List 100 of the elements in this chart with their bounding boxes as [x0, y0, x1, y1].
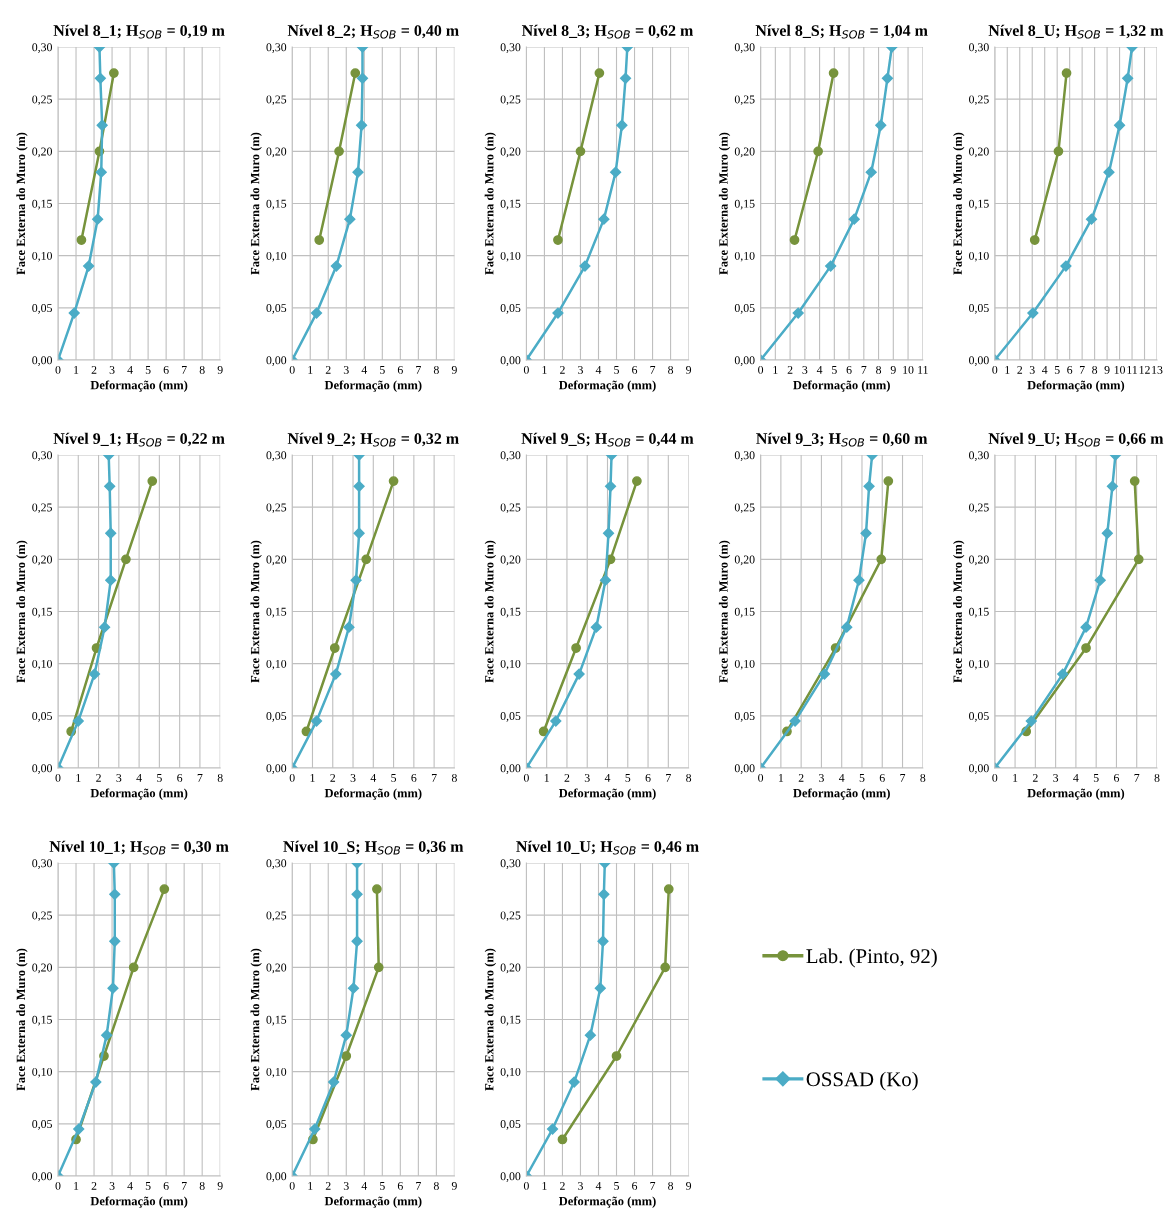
x-tick-label: 1: [773, 365, 778, 374]
y-tick-label: 0,25: [266, 95, 287, 106]
x-tick-label: 1: [74, 1181, 79, 1190]
x-tick-label: 0: [523, 773, 529, 782]
y-tick-label: 0,10: [734, 659, 755, 670]
y-tick-label: 0,30: [32, 859, 52, 869]
x-tick-label: 2: [1032, 773, 1038, 782]
x-tick-label: 2: [564, 773, 570, 782]
x-tick-label: 5: [157, 774, 162, 782]
chart-title: Nível 8_3; H$_{SOB}$ = 0,62 m: [521, 24, 694, 39]
x-tick-label: 2: [798, 773, 804, 782]
y-tick-label: 0,25: [500, 95, 521, 106]
y-tick-label: 0,25: [734, 503, 755, 514]
x-tick-label: 8: [876, 365, 882, 374]
chart-title: Nível 9_2; H$_{SOB}$ = 0,32 m: [287, 432, 459, 447]
y-tick-label: 0,25: [969, 503, 989, 514]
y-tick-label: 0,05: [500, 712, 521, 722]
x-axis-title: Deformação (mm): [324, 788, 422, 800]
y-tick-label: 0,30: [32, 451, 52, 461]
y-tick-label: 0,30: [969, 43, 989, 53]
y-tick-label: 0,30: [266, 451, 287, 461]
x-tick-label: 6: [1067, 365, 1073, 374]
x-tick-label: 6: [879, 773, 885, 782]
y-tick-label: 0,30: [734, 451, 755, 461]
y-tick-label: 0,20: [32, 555, 52, 566]
x-tick-label: 6: [1114, 773, 1120, 782]
x-tick-label: 5: [380, 1182, 385, 1190]
y-tick-label: 0,15: [969, 199, 989, 210]
y-tick-label: 0,10: [32, 659, 52, 670]
y-tick-label: 0,20: [734, 147, 755, 158]
y-tick-label: 0,10: [734, 251, 755, 262]
x-tick-label: 0: [758, 773, 764, 782]
x-tick-label: 4: [361, 365, 368, 374]
y-axis-title: Face Externa do Muro (m): [16, 540, 28, 683]
y-tick-label: 0,05: [32, 304, 52, 314]
y-tick-label: 0,10: [500, 659, 521, 670]
y-tick-label: 0,15: [266, 1015, 287, 1026]
x-tick-label: 7: [197, 774, 203, 782]
y-tick-label: 0,10: [32, 251, 52, 262]
x-tick-label: 1: [308, 365, 313, 374]
x-tick-label: 8: [668, 365, 674, 374]
y-tick-label: 0,15: [32, 1015, 52, 1026]
y-tick-label: 0,20: [266, 147, 287, 158]
x-tick-label: 4: [1073, 773, 1079, 782]
x-tick-label: 7: [1079, 366, 1085, 374]
y-axis-title: Face Externa do Muro (m): [250, 948, 262, 1091]
x-tick-label: 6: [632, 365, 638, 374]
chart-title: Nível 10_1; H$_{SOB}$ = 0,30 m: [49, 840, 229, 855]
x-tick-label: 2: [325, 1181, 331, 1190]
x-tick-label: 0: [523, 365, 529, 374]
x-tick-label: 7: [861, 366, 867, 374]
y-tick-label: 0,05: [266, 304, 287, 314]
x-tick-label: 3: [584, 773, 590, 782]
x-tick-label: 2: [91, 365, 97, 374]
y-axis-title: Face Externa do Muro (m): [484, 948, 497, 1091]
x-tick-label: 6: [397, 1181, 403, 1190]
x-tick-label: 1: [1005, 365, 1010, 374]
chart-title: Nível 8_U; H$_{SOB}$ = 1,32 m: [988, 24, 1164, 39]
x-tick-label: 2: [787, 365, 793, 374]
y-tick-label: 0,05: [266, 712, 287, 722]
chart-title: Nível 10_S; H$_{SOB}$ = 0,36 m: [283, 840, 464, 855]
y-axis-title: Face Externa do Muro (m): [484, 540, 497, 683]
x-tick-label: 0: [289, 365, 295, 374]
x-tick-label: 12: [1139, 365, 1150, 374]
x-tick-label: 4: [127, 365, 133, 374]
y-axis-title: Face Externa do Muro (m): [953, 540, 965, 683]
x-tick-label: 9: [1104, 365, 1110, 374]
y-tick-label: 0,25: [266, 911, 287, 922]
y-tick-label: 0,30: [500, 451, 521, 461]
x-tick-label: 4: [595, 365, 602, 374]
x-tick-label: 3: [1029, 365, 1035, 374]
x-tick-label: 7: [416, 366, 421, 374]
x-axis-title: Deformação (mm): [1027, 380, 1125, 392]
x-tick-label: 6: [177, 773, 183, 782]
x-tick-label: 3: [109, 365, 115, 374]
x-tick-label: 9: [217, 365, 223, 374]
x-tick-label: 8: [199, 365, 205, 374]
x-tick-label: 8: [1092, 365, 1098, 374]
x-tick-label: 5: [1054, 366, 1060, 374]
x-tick-label: 9: [217, 1181, 223, 1190]
x-tick-label: 5: [145, 366, 151, 374]
y-tick-label: 0,00: [500, 356, 521, 366]
y-tick-label: 0,20: [734, 555, 755, 566]
x-tick-label: 1: [542, 365, 547, 374]
x-tick-label: 3: [578, 1181, 583, 1190]
y-tick-label: 0,10: [969, 251, 989, 262]
x-tick-label: 4: [136, 773, 142, 782]
chart-title: Nível 8_2; H$_{SOB}$ = 0,40 m: [287, 24, 459, 39]
x-tick-label: 7: [1134, 774, 1140, 782]
y-tick-label: 0,20: [500, 555, 521, 566]
chart-title: Nível 9_3; H$_{SOB}$ = 0,60 m: [756, 432, 928, 447]
x-tick-label: 6: [163, 1181, 169, 1190]
x-tick-label: 1: [308, 1181, 313, 1190]
x-tick-label: 3: [819, 773, 824, 782]
chart-title: Nível 10_U; H$_{SOB}$ = 0,46 m: [516, 840, 699, 855]
x-tick-label: 7: [650, 1182, 656, 1190]
x-axis-title: Deformação (mm): [90, 788, 188, 800]
y-tick-label: 0,25: [500, 503, 521, 514]
x-axis-title: Deformação (mm): [324, 1196, 422, 1208]
x-tick-label: 3: [116, 773, 122, 782]
